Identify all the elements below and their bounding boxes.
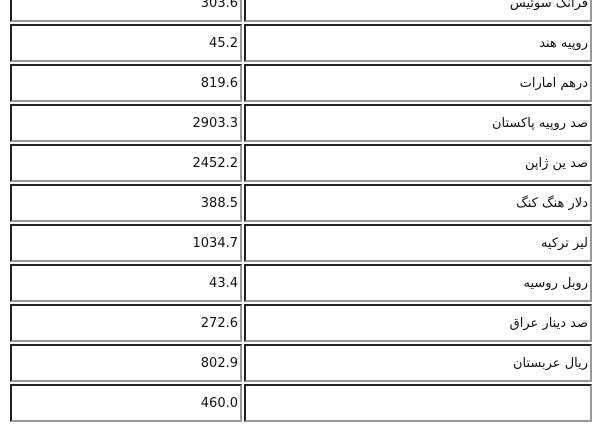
table-row: 43.4 روبل روسیه: [10, 264, 592, 302]
rate-value: 45.2: [10, 24, 242, 62]
currency-name: دلار هنگ کنگ: [244, 184, 592, 222]
rate-value: 303.6: [10, 0, 242, 22]
rate-value: 388.5: [10, 184, 242, 222]
table-row: 45.2 روپیه هند: [10, 24, 592, 62]
table-row: 388.5 دلار هنگ کنگ: [10, 184, 592, 222]
rate-value: 272.6: [10, 304, 242, 342]
rate-value: 460.0: [10, 384, 242, 422]
table-row: 460.0: [10, 384, 592, 422]
currency-name: [244, 384, 592, 422]
rate-value: 2452.2: [10, 144, 242, 182]
table-row: 1034.7 لیر ترکیه: [10, 224, 592, 262]
currency-name: درهم امارات: [244, 64, 592, 102]
rate-value: 43.4: [10, 264, 242, 302]
rate-value: 802.9: [10, 344, 242, 382]
table-row: 303.6 فرانک سوئیس: [10, 0, 592, 22]
table-row: 272.6 صد دینار عراق: [10, 304, 592, 342]
table-row: 802.9 ریال عربستان: [10, 344, 592, 382]
currency-name: روپیه هند: [244, 24, 592, 62]
currency-rate-table: 303.6 فرانک سوئیس 45.2 روپیه هند 819.6 درهم ا…: [8, 0, 594, 424]
currency-name: صد روپیه پاکستان: [244, 104, 592, 142]
table-row: 2903.3 صد روپیه پاکستان: [10, 104, 592, 142]
table-row: 819.6 درهم امارات: [10, 64, 592, 102]
currency-name: صد ین ژاپن: [244, 144, 592, 182]
table-row: 2452.2 صد ین ژاپن: [10, 144, 592, 182]
currency-name: روبل روسیه: [244, 264, 592, 302]
currency-name: صد دینار عراق: [244, 304, 592, 342]
rate-value: 2903.3: [10, 104, 242, 142]
currency-name: ریال عربستان: [244, 344, 592, 382]
currency-name: لیر ترکیه: [244, 224, 592, 262]
currency-name: فرانک سوئیس: [244, 0, 592, 22]
rate-value: 1034.7: [10, 224, 242, 262]
rate-value: 819.6: [10, 64, 242, 102]
